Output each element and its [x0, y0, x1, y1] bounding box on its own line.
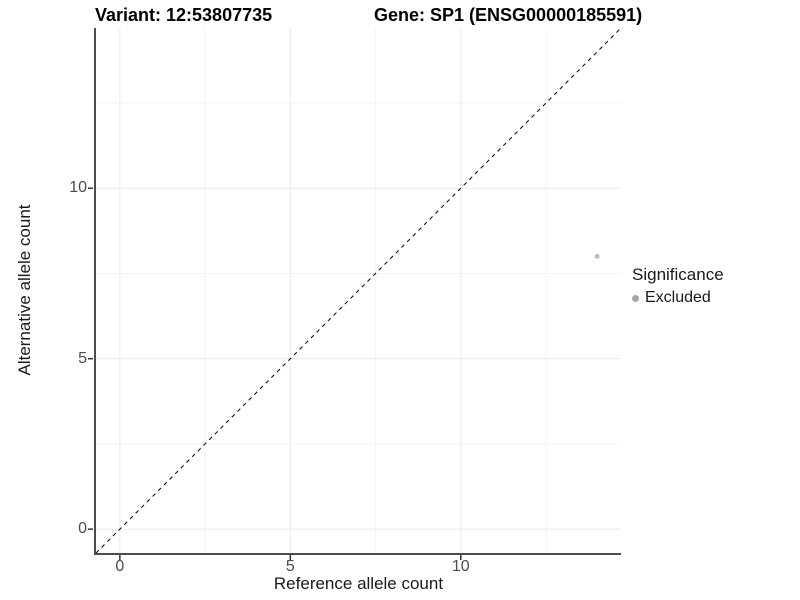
- minor-gridlines: [96, 28, 621, 553]
- legend-point-icon: [632, 294, 639, 302]
- legend-title: Significance: [632, 265, 724, 284]
- legend: Significance Excluded: [632, 265, 724, 307]
- identity-dashed-line: [95, 27, 622, 554]
- major-gridlines: [96, 28, 621, 553]
- tick-marks: [88, 187, 462, 560]
- legend-item-excluded: Excluded: [632, 289, 724, 307]
- legend-item-label: Excluded: [645, 289, 711, 306]
- axis-lines: [94, 28, 621, 555]
- y-tick-label: 10: [69, 179, 87, 197]
- y-tick-label: 5: [78, 349, 87, 367]
- y-axis-title: Alternative allele count: [15, 204, 34, 376]
- x-axis-title: Reference allele count: [273, 574, 444, 593]
- x-tick-label: 10: [451, 558, 470, 575]
- variant-title: Variant: 12:53807735: [95, 5, 273, 25]
- x-tick-label: 5: [285, 558, 295, 575]
- gene-title: Gene: SP1 (ENSG00000185591): [374, 5, 643, 25]
- data-points: [594, 253, 600, 259]
- x-tick-label: 0: [115, 558, 125, 575]
- y-tick-label: 0: [78, 520, 87, 538]
